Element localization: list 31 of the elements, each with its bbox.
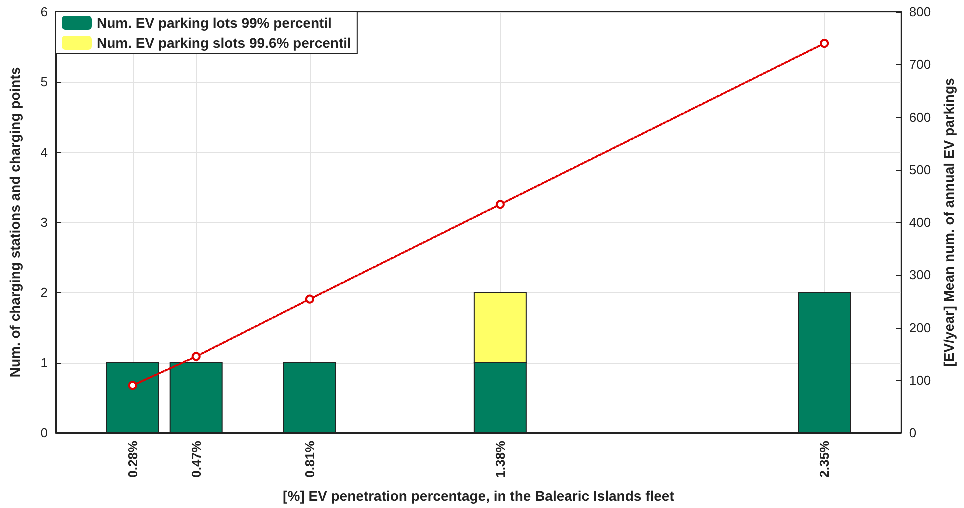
legend-label: Num. EV parking slots 99.6% percentil (97, 35, 352, 51)
y-tick-label: 3 (40, 215, 48, 230)
y2-tick-label: 100 (909, 372, 932, 388)
y-tick-label: 6 (40, 4, 48, 20)
y2-tick-label: 700 (909, 57, 932, 72)
point (192, 352, 201, 362)
y-tick-label: 2 (40, 285, 48, 300)
x-tick-label: 2.35% (817, 440, 832, 478)
point (305, 294, 314, 304)
y-tick-label: 4 (40, 144, 48, 160)
y2-axis-title: [EV/year] Mean num. of annual EV parkings (941, 78, 957, 367)
x-tick-label: 0.81% (302, 440, 318, 478)
y2-tick-label: 200 (909, 320, 932, 336)
point (820, 39, 830, 48)
legend-label: Num. EV parking lots 99% percentil (97, 15, 332, 31)
y2-tick-label: 800 (909, 4, 932, 20)
y2-tick-label: 500 (909, 162, 932, 178)
y2-tick-label: 400 (909, 215, 932, 230)
y-tick-label: 1 (40, 355, 48, 370)
x-axis-title: [%] EV penetration percentage, in the Balearic Islands fleet (283, 488, 675, 504)
y-tick-label: 5 (40, 74, 48, 90)
y2-tick-label: 600 (909, 110, 932, 125)
y-tick-label: 0 (40, 426, 48, 440)
point (496, 200, 505, 210)
point (128, 381, 138, 390)
x-tick-label: 0.47% (188, 440, 204, 478)
y-axis-title: Num. of charging stations and charging points (7, 67, 23, 378)
y2-tick-label: 0 (909, 426, 917, 440)
x-tick-label: 0.28% (125, 440, 140, 478)
y2-tick-label: 300 (909, 268, 932, 283)
x-tick-label: 1.38% (492, 440, 508, 478)
